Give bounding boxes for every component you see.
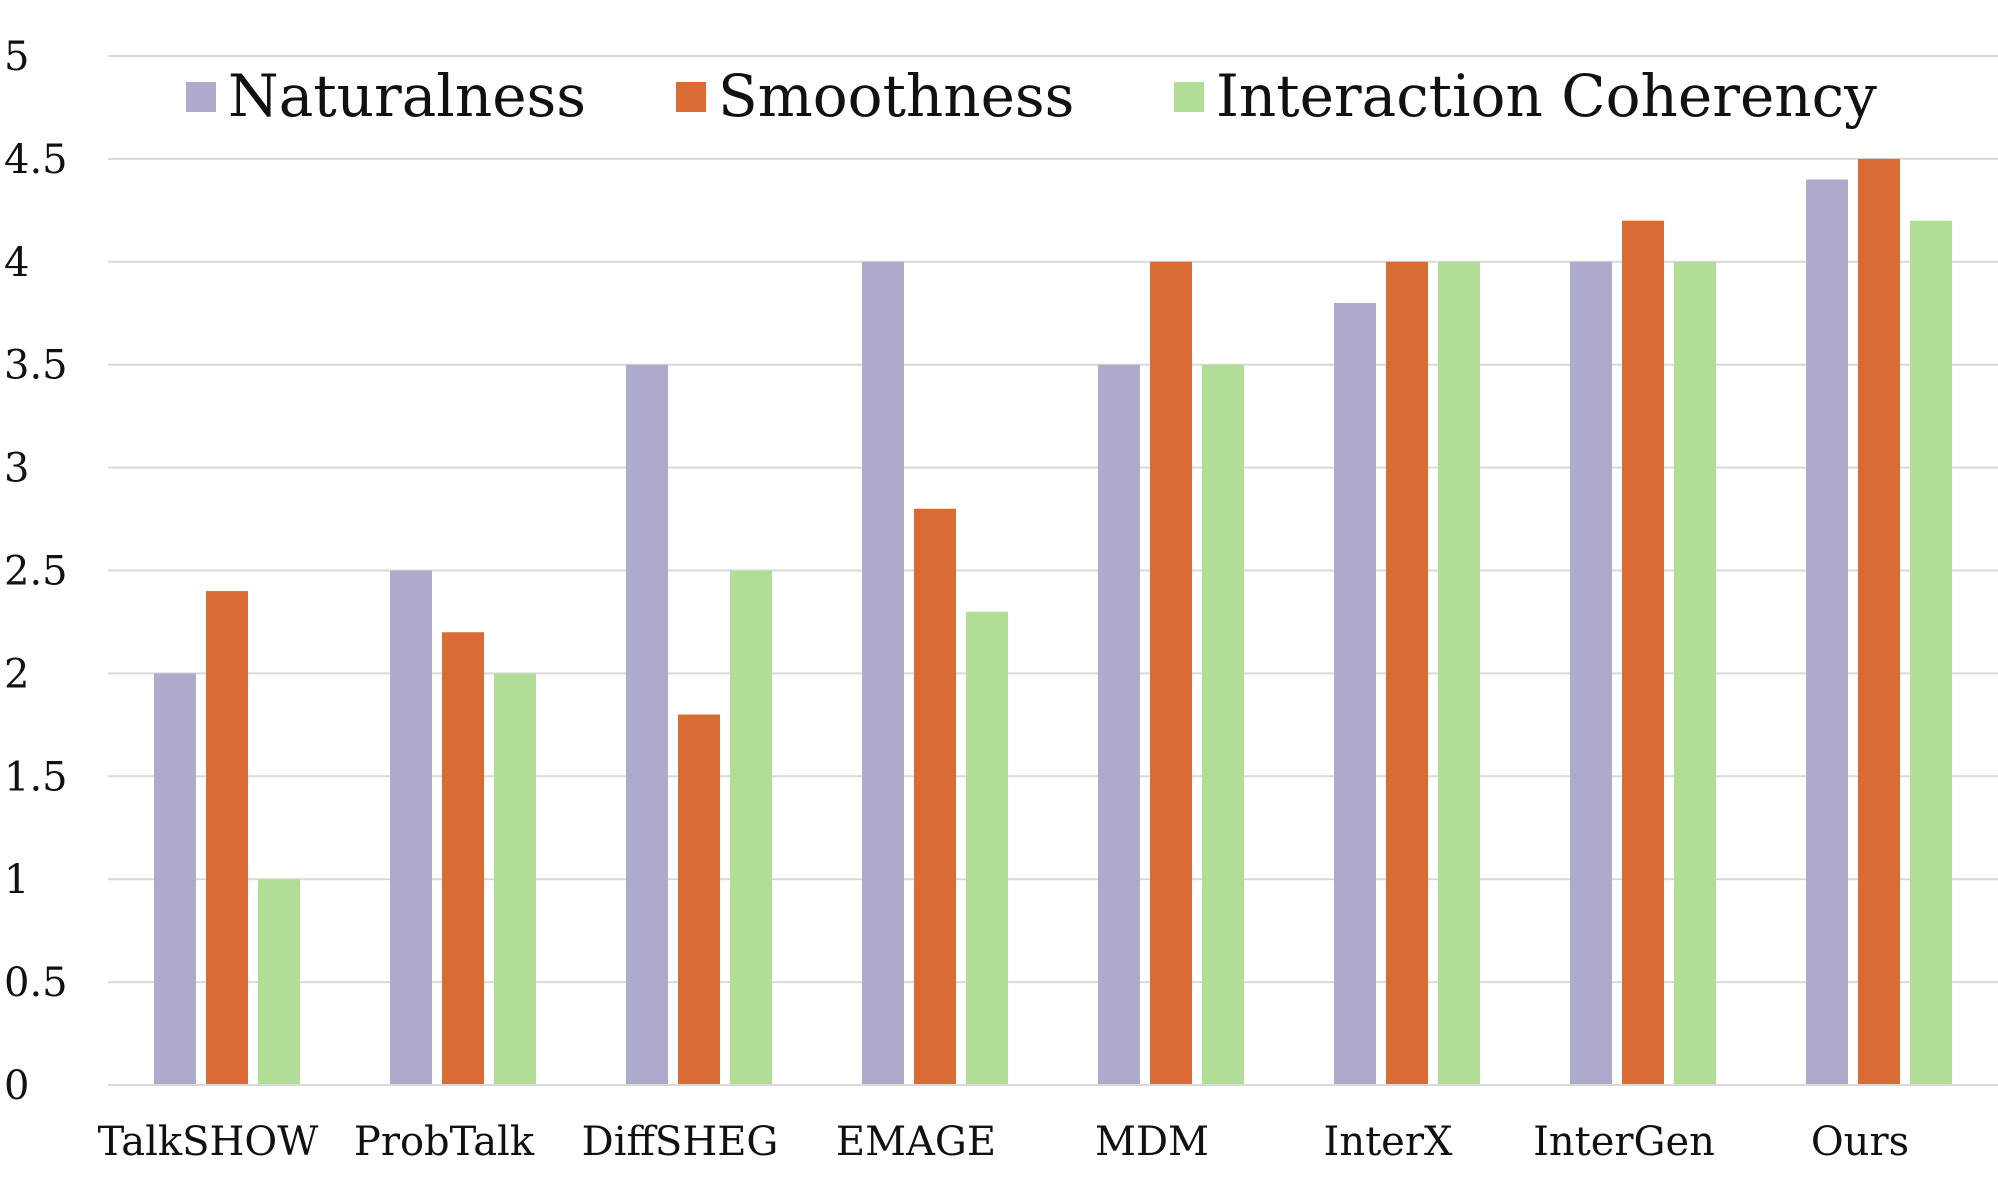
y-tick-label: 0.5 [4, 960, 68, 1006]
legend-label: Interaction Coherency [1216, 62, 1877, 130]
y-tick-label: 4.5 [4, 137, 68, 183]
bar-interaction-coherency-diffsheg [730, 570, 772, 1085]
bar-interaction-coherency-talkshow [258, 879, 300, 1085]
y-tick-label: 1 [4, 857, 29, 903]
legend-swatch [1174, 82, 1204, 112]
legend-label: Smoothness [718, 62, 1074, 130]
bar-naturalness-diffsheg [626, 364, 668, 1085]
x-tick-label: InterGen [1533, 1119, 1715, 1165]
bar-smoothness-diffsheg [678, 714, 720, 1085]
bar-naturalness-talkshow [154, 673, 196, 1085]
bar-naturalness-emage [862, 261, 904, 1085]
bar-smoothness-probtalk [442, 632, 484, 1085]
bar-naturalness-interx [1334, 302, 1376, 1086]
bar-naturalness-probtalk [390, 570, 432, 1085]
bar-interaction-coherency-interx [1438, 261, 1480, 1085]
x-tick-label: Ours [1811, 1119, 1909, 1165]
x-tick-label: DiffSHEG [582, 1119, 779, 1165]
x-axis: TalkSHOW ProbTalk DiffSHEG EMAGE MDM InterX In… [98, 1084, 1998, 1165]
x-tick-label: MDM [1095, 1119, 1209, 1165]
bar-interaction-coherency-mdm [1202, 364, 1244, 1085]
bar-smoothness-ours [1858, 158, 1900, 1085]
legend: Naturalness Smoothness Interaction Coheren… [186, 62, 1877, 130]
x-tick-label: TalkSHOW [98, 1119, 319, 1165]
bar-naturalness-ours [1806, 179, 1848, 1086]
bar-naturalness-mdm [1098, 364, 1140, 1085]
y-axis: 0 0.5 1 1.5 2 2.5 3 3.5 4 4.5 5 [4, 34, 68, 1109]
bar-interaction-coherency-emage [966, 611, 1008, 1085]
bar-smoothness-mdm [1150, 261, 1192, 1085]
legend-swatch [676, 82, 706, 112]
bar-smoothness-talkshow [206, 591, 248, 1085]
y-tick-label: 5 [4, 34, 29, 80]
bars [154, 158, 1952, 1086]
x-tick-label: InterX [1324, 1119, 1453, 1165]
bar-naturalness-intergen [1570, 261, 1612, 1085]
x-tick-label: ProbTalk [354, 1119, 535, 1165]
y-tick-label: 2.5 [4, 549, 68, 595]
bar-interaction-coherency-probtalk [494, 673, 536, 1085]
y-tick-label: 1.5 [4, 754, 68, 800]
y-tick-label: 3 [4, 446, 29, 492]
bar-interaction-coherency-ours [1910, 220, 1952, 1085]
y-tick-label: 0 [4, 1063, 29, 1109]
legend-swatch [186, 82, 216, 112]
legend-label: Naturalness [228, 62, 586, 130]
bar-smoothness-intergen [1622, 220, 1664, 1085]
x-tick-label: EMAGE [836, 1119, 996, 1165]
y-tick-label: 3.5 [4, 343, 68, 389]
bar-interaction-coherency-intergen [1674, 261, 1716, 1085]
y-tick-label: 2 [4, 651, 29, 697]
bar-smoothness-emage [914, 508, 956, 1085]
y-tick-label: 4 [4, 240, 29, 286]
bar-smoothness-interx [1386, 261, 1428, 1085]
